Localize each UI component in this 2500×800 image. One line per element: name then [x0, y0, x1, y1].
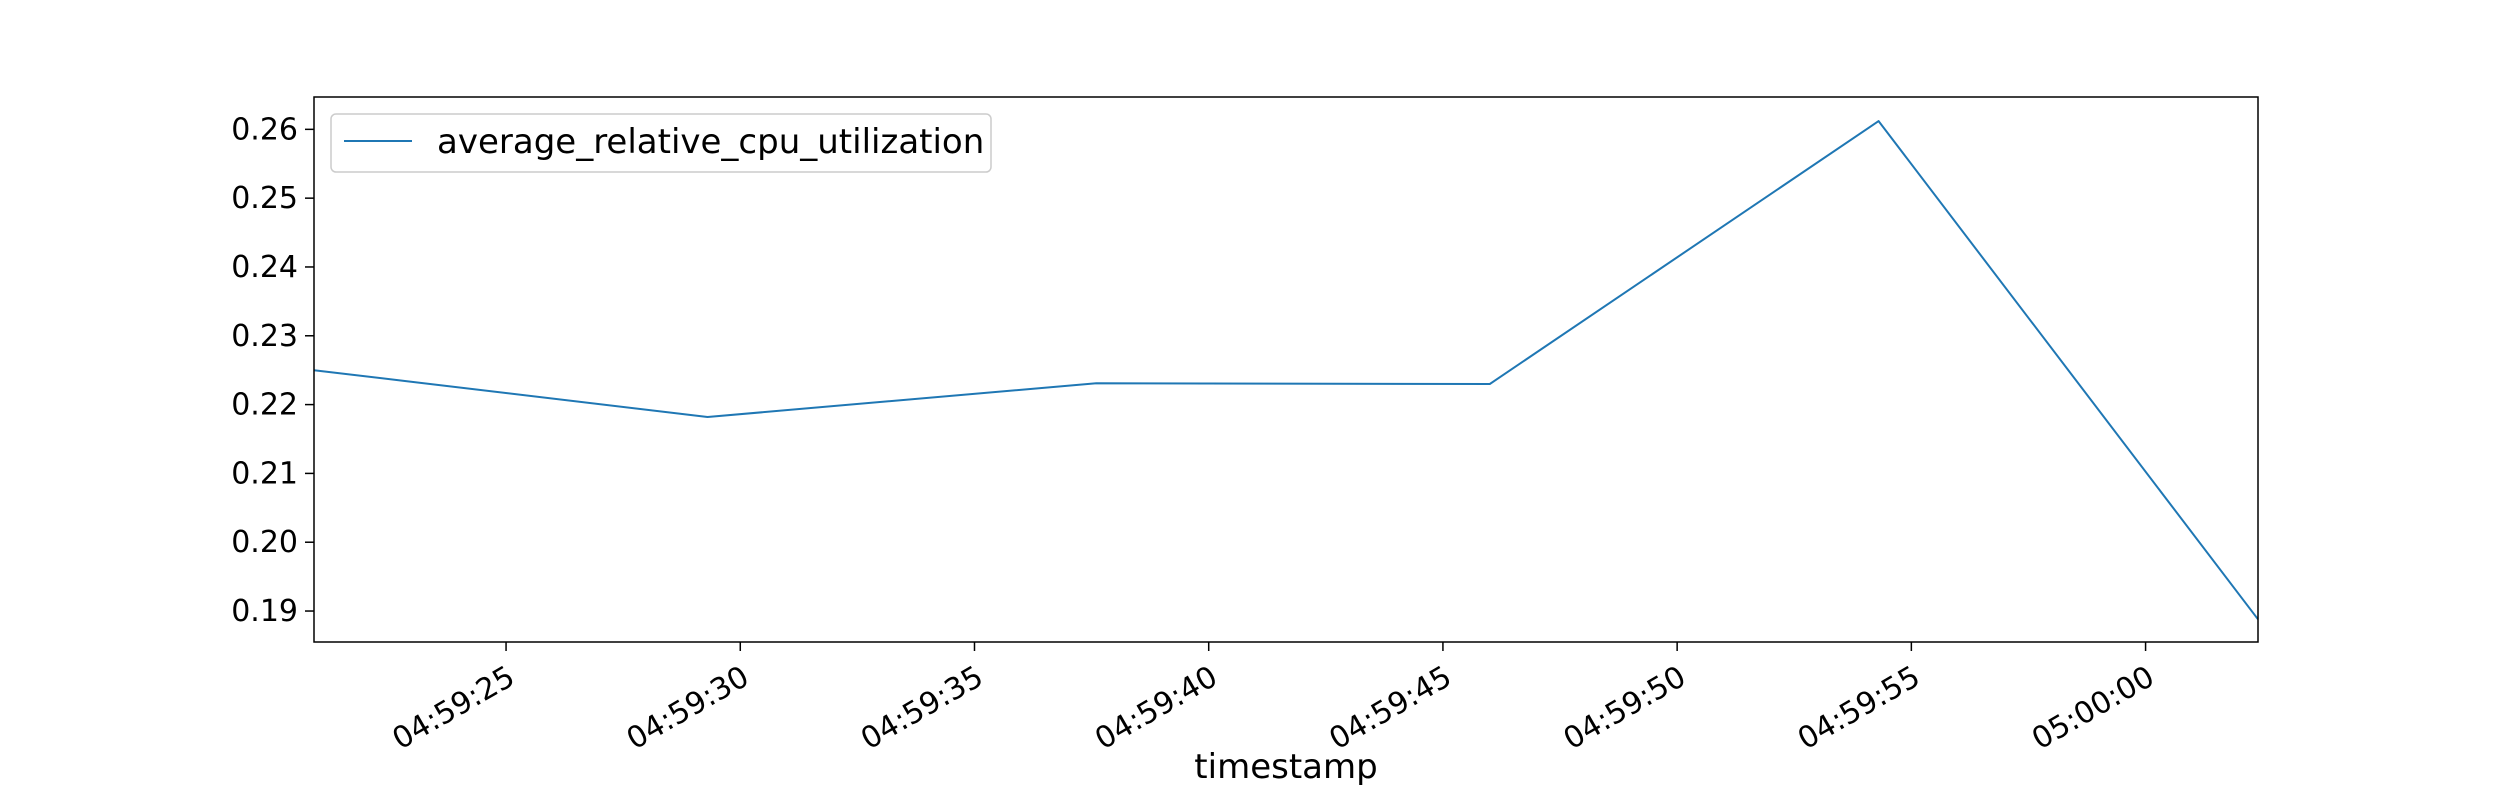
x-tick-label: 04:59:55: [1792, 659, 1926, 757]
x-tick-label: 04:59:40: [1089, 659, 1223, 757]
x-axis-title: timestamp: [1194, 747, 1377, 787]
y-tick-label: 0.21: [231, 456, 298, 491]
x-tick-label: 04:59:30: [621, 659, 755, 757]
y-tick-label: 0.23: [231, 319, 298, 354]
y-tick-label: 0.20: [231, 525, 298, 560]
series-line-0: [313, 120, 2259, 620]
plot-layer: [313, 96, 2259, 643]
legend-box: [330, 113, 992, 173]
y-tick-label: 0.19: [231, 594, 298, 629]
y-tick-label: 0.24: [231, 250, 298, 285]
x-tick-label: 04:59:25: [387, 659, 521, 757]
x-tick-label: 04:59:50: [1558, 659, 1692, 757]
y-axis: 0.19 0.20 0.21 0.22 0.23 0.24 0.25 0.26: [231, 112, 314, 629]
x-axis: 04:59:25 04:59:30 04:59:35 04:59:40 04:59:45…: [387, 642, 2160, 757]
x-tick-label: 04:59:45: [1324, 659, 1458, 757]
y-tick-label: 0.26: [231, 112, 298, 147]
x-tick-label: 05:00:00: [2026, 659, 2160, 757]
y-tick-label: 0.22: [231, 388, 298, 423]
legend: average_relative_cpu_utilization: [330, 113, 992, 173]
x-tick-label: 04:59:35: [855, 659, 989, 757]
y-tick-label: 0.25: [231, 181, 298, 216]
plot-frame: [313, 96, 2259, 643]
legend-label: average_relative_cpu_utilization: [437, 122, 984, 162]
